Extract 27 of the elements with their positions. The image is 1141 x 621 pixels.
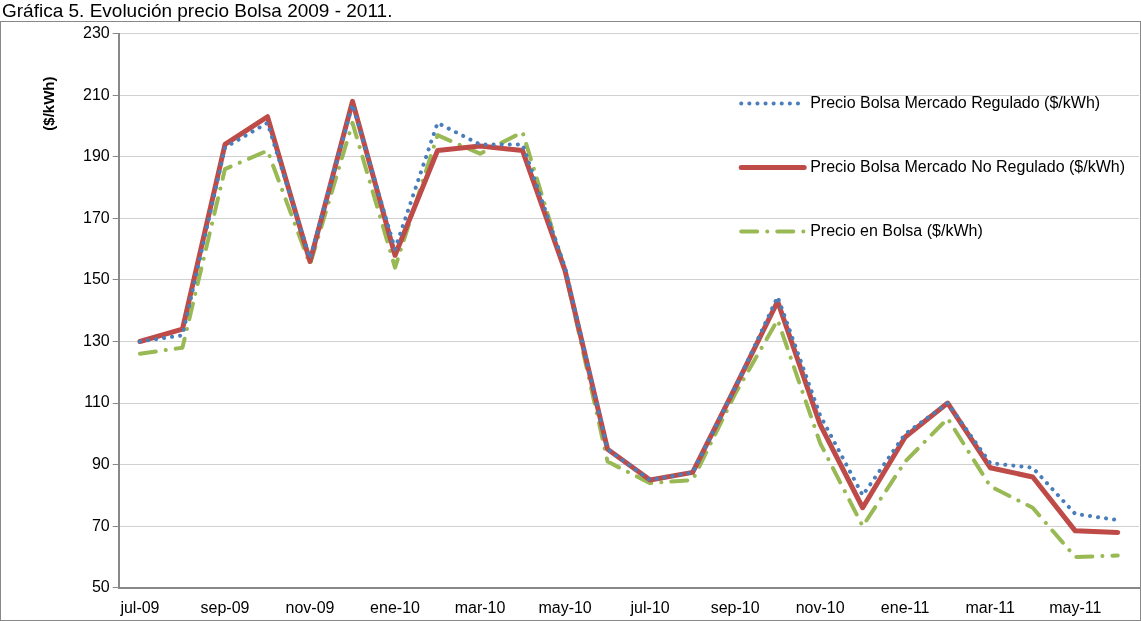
x-tick-label: jul-10 [629, 598, 670, 616]
y-tick-label: 230 [82, 24, 110, 42]
legend-label: Precio Bolsa Mercado Regulado ($/kWh) [810, 94, 1101, 112]
y-tick-label: 110 [84, 393, 110, 411]
x-tick-label: sep-10 [710, 598, 760, 616]
x-tick-label: mar-11 [965, 598, 1016, 616]
y-tick-label: 210 [82, 85, 110, 103]
y-tick-label: 190 [82, 147, 110, 165]
legend-label: Precio Bolsa Mercado No Regulado ($/kWh) [810, 158, 1126, 176]
x-tick-label: mar-10 [454, 598, 506, 616]
x-tick-label: may-10 [538, 598, 592, 616]
y-tick-label: 90 [91, 455, 110, 473]
x-tick-label: may-11 [1049, 598, 1102, 616]
y-tick-label: 170 [82, 208, 110, 226]
legend-label: Precio en Bolsa ($/kWh) [810, 222, 983, 240]
y-tick-label: 70 [91, 516, 110, 534]
y-tick-label: 150 [82, 270, 110, 288]
y-axis-title: ($/kWh) [40, 76, 58, 131]
y-tick-label: 50 [91, 578, 110, 596]
chart-title: Gráfica 5. Evolución precio Bolsa 2009 - 2011. [2, 0, 393, 22]
x-tick-label: sep-09 [200, 598, 250, 616]
x-tick-label: nov-10 [795, 598, 845, 616]
x-tick-label: ene-10 [370, 598, 421, 616]
x-tick-label: jul-09 [119, 598, 160, 616]
x-tick-label: ene-11 [880, 598, 930, 616]
x-tick-label: nov-09 [285, 598, 335, 616]
y-tick-label: 130 [82, 331, 110, 349]
